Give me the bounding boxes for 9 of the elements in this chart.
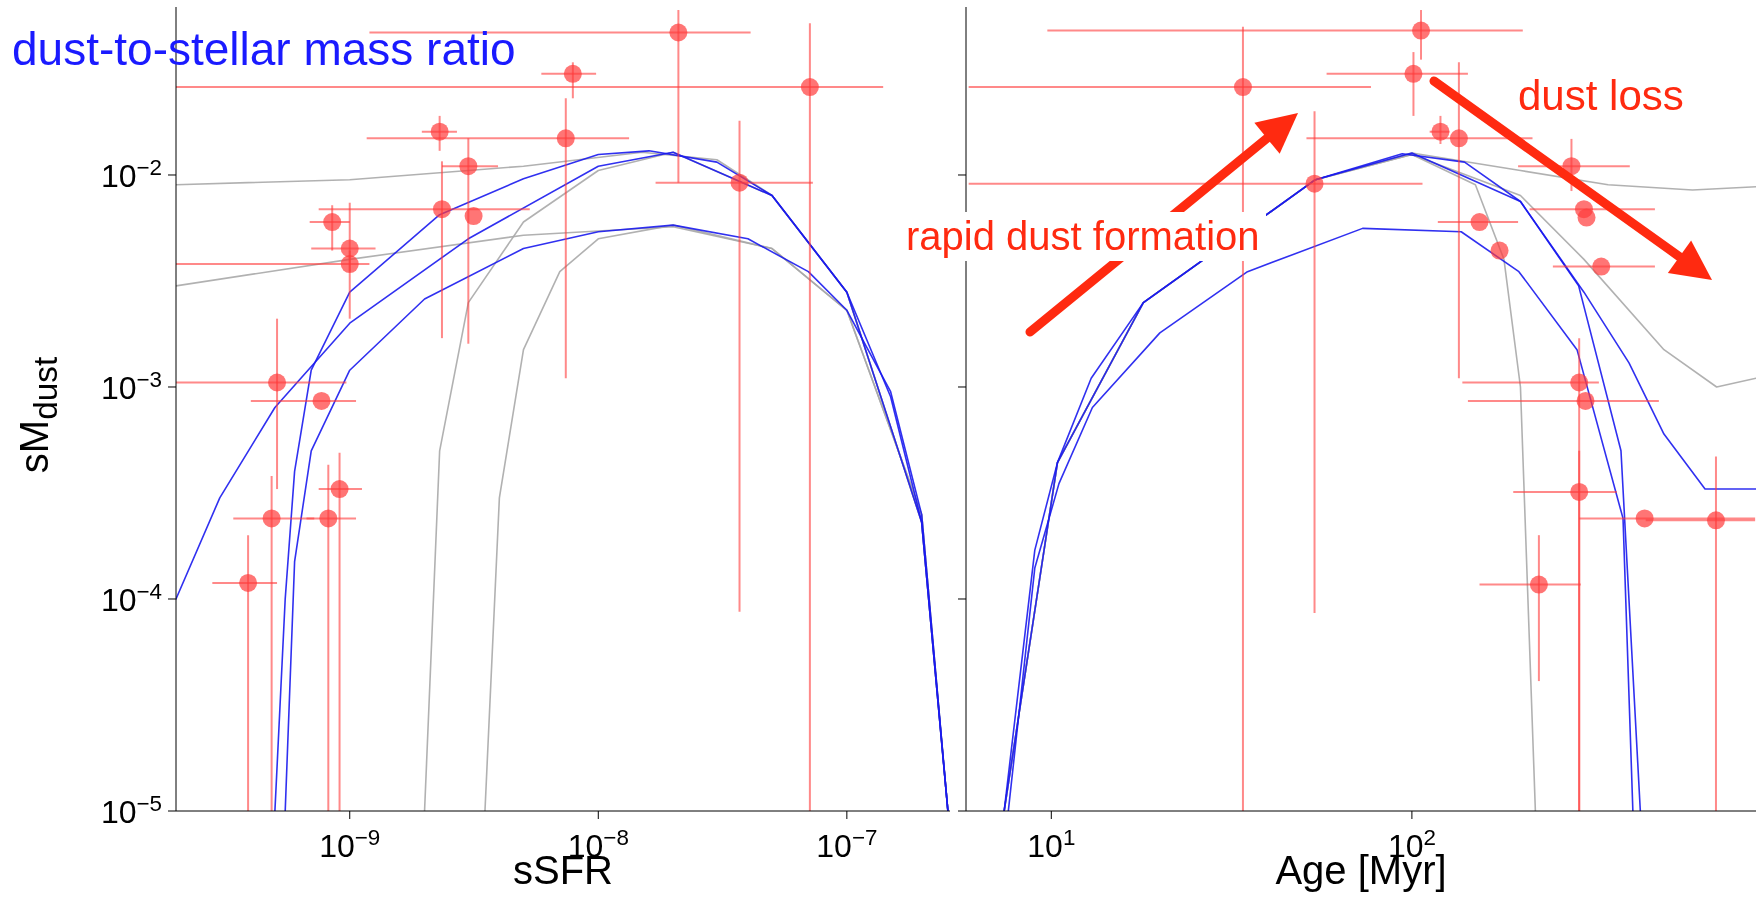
x-tick-label: 10$^{−7}$ bbox=[816, 824, 878, 864]
x-tick-label: 10$^{1}$ bbox=[1027, 824, 1076, 864]
y-tick-label: 10$^{−3}$ bbox=[100, 366, 162, 406]
y-tick-label: 10$^{−5}$ bbox=[100, 790, 162, 830]
y-tick-label: 10$^{−2}$ bbox=[100, 154, 162, 194]
x-tick-label: 10$^{−9}$ bbox=[319, 824, 381, 864]
annotation: dust loss bbox=[1518, 72, 1684, 120]
annotation: rapid dust formation bbox=[900, 212, 1266, 261]
y-tick-label: 10$^{−4}$ bbox=[100, 578, 162, 618]
